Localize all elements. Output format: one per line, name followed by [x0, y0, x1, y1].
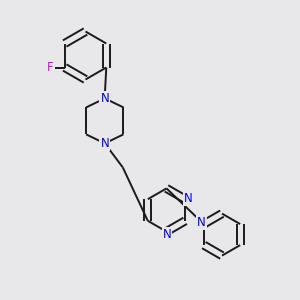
- Text: N: N: [163, 228, 172, 241]
- Text: N: N: [184, 192, 193, 205]
- Text: N: N: [100, 137, 109, 150]
- Text: N: N: [197, 216, 206, 229]
- Text: N: N: [100, 92, 109, 105]
- Text: F: F: [47, 61, 54, 74]
